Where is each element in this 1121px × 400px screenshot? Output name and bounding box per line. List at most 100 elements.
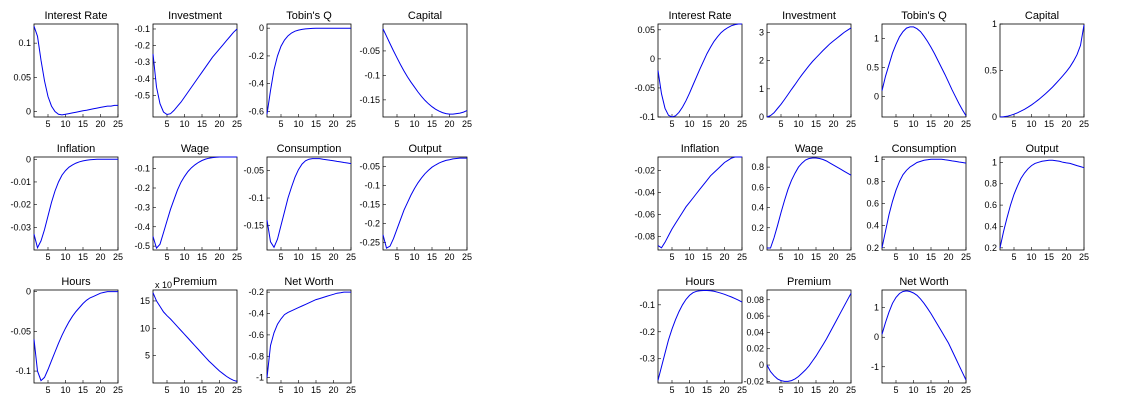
y-tick-label: 0 [874,332,879,342]
subplot-15: Inflation 5 10 15 20 25 -0.02 -0.04 -0.06 -0.08 [634,143,747,262]
y-tick-label: 0.06 [746,311,764,321]
x-tick-label: 15 [702,119,712,129]
plot-frame [881,289,967,384]
x-tick-label: 5 [278,252,283,262]
x-tick-label: 20 [214,252,224,262]
x-tick-label: 15 [78,252,88,262]
y-tick-label: -0.01 [10,177,31,187]
x-tick-label: 15 [197,119,207,129]
subplot-title: Investment [782,10,836,22]
y-tick-label: -0.1 [639,300,655,310]
y-tick-label: -0.1 [364,70,380,80]
x-tick-label: 10 [793,385,803,395]
series-line [767,157,852,249]
y-tick-label: 0.2 [751,223,764,233]
y-tick-label: -0.4 [248,309,264,319]
y-tick-label: -0.4 [134,74,150,84]
subplot-0: Interest Rate 5 10 15 20 25 0 0.05 0.1 [13,10,123,129]
x-tick-label: 15 [702,252,712,262]
subplot-5: Wage 5 10 15 20 25 -0.1 -0.2 -0.3 -0.4 -0.5 [134,143,242,262]
y-tick-label: -0.2 [248,51,264,61]
y-tick-label: -0.03 [10,222,31,232]
y-tick-label: 1 [992,157,997,167]
subplot-4: Inflation 5 10 15 20 25 0 -0.01 -0.02 -0.03 [10,143,123,262]
x-tick-label: 5 [893,252,898,262]
plot-frame [881,156,967,251]
subplot-7: Output 5 10 15 20 25 -0.05 -0.1 -0.15 -0.2 -0.25 [359,143,472,262]
x-tick-label: 20 [943,119,953,129]
x-tick-label: 10 [409,252,419,262]
y-tick-label: 0.5 [984,66,997,76]
y-tick-label: -0.15 [359,199,380,209]
x-tick-label: 10 [293,119,303,129]
x-tick-label: 5 [669,119,674,129]
subplot-title: Interest Rate [669,10,732,22]
subplot-19: Hours 5 10 15 20 25 -0.1 -0.2 -0.3 [639,276,747,395]
x-tick-label: 5 [394,252,399,262]
plot-frame [382,156,468,251]
x-tick-label: 20 [328,119,338,129]
plot-frame [657,289,743,384]
x-tick-label: 15 [311,252,321,262]
x-tick-label: 10 [684,252,694,262]
series-line [382,28,468,115]
y-tick-label: 0.05 [637,25,655,35]
subplot-1: Investment 5 10 15 20 25 -0.1 -0.2 -0.3 -0.4 -0.5 [134,10,242,129]
x-tick-label: 20 [95,385,105,395]
x-tick-label: 15 [702,385,712,395]
series-line [657,290,743,381]
y-tick-label: -0.04 [634,187,655,197]
x-tick-label: 25 [462,119,472,129]
x-tick-label: 10 [179,385,189,395]
x-tick-label: 25 [846,252,856,262]
series-line [766,293,852,382]
y-tick-label: -0.1 [639,112,655,122]
x-tick-label: 10 [908,119,918,129]
y-tick-label: -0.3 [134,57,150,67]
subplot-title: Hours [61,276,91,288]
x-tick-label: 25 [232,119,242,129]
y-tick-label: -0.1 [134,164,150,174]
plot-frame [999,156,1085,251]
y-tick-label: 0 [759,243,764,253]
y-tick-label: 0 [259,23,264,33]
axis-scale-label: x 10 [155,280,172,290]
y-tick-label: 0.4 [751,203,764,213]
x-tick-label: 5 [278,119,283,129]
plot-frame [266,23,352,118]
y-tick-label: 0.05 [13,72,31,82]
x-tick-label: 10 [1026,252,1036,262]
x-tick-label: 20 [214,119,224,129]
y-tick-label: -0.02 [10,200,31,210]
y-tick-label: 0.4 [984,221,997,231]
y-tick-label: 1 [874,34,879,44]
plot-frame [657,23,743,118]
subplot-title: Output [1025,143,1058,155]
x-tick-label: 20 [943,385,953,395]
x-tick-label: 25 [346,119,356,129]
x-tick-label: 10 [908,252,918,262]
subplot-3: Capital 5 10 15 20 25 -0.05 -0.1 -0.15 [359,10,472,129]
x-tick-label: 20 [95,119,105,129]
series-line [382,157,467,249]
subplot-18: Output 5 10 15 20 25 1 0.8 0.6 0.4 0.2 [984,143,1089,262]
x-tick-label: 10 [60,119,70,129]
y-tick-label: 15 [140,296,150,306]
y-tick-label: -0.6 [248,106,264,116]
y-tick-label: -0.06 [634,210,655,220]
subplot-title: Capital [408,10,442,22]
x-tick-label: 5 [669,252,674,262]
x-tick-label: 25 [346,385,356,395]
x-tick-label: 25 [113,385,123,395]
y-tick-label: -0.05 [634,83,655,93]
subplot-title: Investment [168,10,222,22]
x-tick-label: 20 [95,252,105,262]
x-tick-label: 25 [113,252,123,262]
x-tick-label: 15 [311,119,321,129]
y-tick-label: -0.2 [134,183,150,193]
plot-frame [382,23,468,118]
x-tick-label: 5 [778,119,783,129]
plot-frame [657,156,743,251]
y-tick-label: 0 [650,54,655,64]
